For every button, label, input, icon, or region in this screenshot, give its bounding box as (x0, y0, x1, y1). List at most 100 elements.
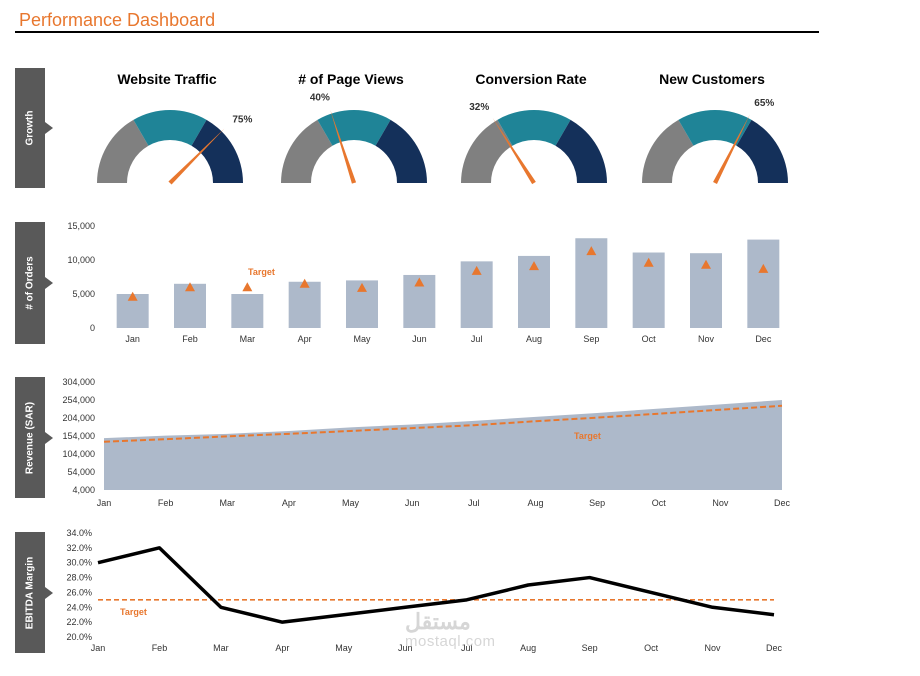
y-tick-label: 28.0% (66, 573, 92, 583)
x-tick-label: Mar (213, 643, 229, 653)
ebitda-line (97, 546, 775, 624)
ebitda-target-annotation: Target (120, 607, 147, 617)
orders-target-marker (127, 291, 138, 301)
gauge-band (736, 119, 788, 183)
x-tick-label: Apr (298, 334, 312, 344)
y-tick-label: 204,000 (62, 413, 95, 423)
orders-target-marker (758, 263, 769, 273)
orders-target-marker (185, 282, 195, 292)
y-tick-label: 5,000 (72, 289, 95, 299)
gauge-needle (168, 128, 225, 185)
gauge-band (281, 119, 333, 183)
y-tick-label: 30.0% (66, 558, 92, 568)
x-tick-label: Dec (766, 643, 783, 653)
gauge-band (317, 110, 391, 146)
gauge-band (678, 110, 752, 146)
y-tick-label: 20.0% (66, 632, 92, 642)
orders-target-marker (357, 282, 367, 292)
x-tick-label: Dec (755, 334, 772, 344)
x-tick-label: May (342, 498, 360, 508)
revenue-target-annotation: Target (574, 431, 601, 441)
x-tick-label: Aug (520, 643, 536, 653)
page-title: Performance Dashboard (19, 10, 216, 30)
gauge-needle (330, 109, 357, 184)
orders-target-marker (643, 257, 654, 267)
x-tick-label: Aug (526, 334, 542, 344)
x-tick-label: Sep (582, 643, 598, 653)
gauge-band (375, 119, 427, 183)
gauge-title: Website Traffic (117, 71, 217, 87)
y-tick-label: 304,000 (62, 377, 95, 387)
y-tick-label: 4,000 (72, 485, 95, 495)
section-tab-orders: # of Orders (15, 222, 57, 344)
y-tick-label: 34.0% (66, 528, 92, 538)
orders-target-annotation: Target (248, 267, 275, 277)
title-underline (15, 31, 819, 33)
gauge-needle (492, 117, 536, 185)
x-tick-label: Jan (97, 498, 112, 508)
x-tick-label: Oct (642, 334, 657, 344)
x-tick-label: Oct (644, 643, 659, 653)
y-tick-label: 24.0% (66, 602, 92, 612)
x-tick-label: Nov (712, 498, 729, 508)
x-tick-label: Oct (652, 498, 667, 508)
revenue-target-line (103, 404, 783, 443)
y-tick-label: 104,000 (62, 449, 95, 459)
x-tick-label: Mar (240, 334, 256, 344)
y-tick-label: 15,000 (67, 221, 95, 231)
x-tick-label: Mar (220, 498, 236, 508)
orders-target-marker (701, 259, 711, 269)
orders-bar (747, 239, 780, 328)
x-tick-label: Dec (774, 498, 791, 508)
x-tick-label: May (335, 643, 353, 653)
x-tick-label: Jul (468, 498, 480, 508)
orders-target-marker (414, 277, 425, 287)
y-tick-label: 26.0% (66, 587, 92, 597)
x-tick-label: Jun (412, 334, 427, 344)
gauge-value-label: 65% (754, 98, 774, 109)
y-tick-label: 254,000 (62, 395, 95, 405)
y-tick-label: 54,000 (67, 467, 95, 477)
gauge-band (133, 110, 207, 146)
x-tick-label: Aug (527, 498, 543, 508)
x-tick-label: Jan (125, 334, 140, 344)
gauge-value-label: 32% (469, 102, 489, 113)
orders-bar (288, 281, 321, 328)
x-tick-label: Jul (471, 334, 483, 344)
gauge-band (97, 119, 149, 183)
x-tick-label: Feb (158, 498, 174, 508)
watermark-arabic: مستقل (405, 609, 471, 634)
orders-target-marker (299, 278, 310, 288)
x-tick-label: Apr (275, 643, 289, 653)
section-tab-revenue: Revenue (SAR) (15, 377, 57, 498)
x-tick-label: Jul (461, 643, 473, 653)
y-tick-label: 154,000 (62, 431, 95, 441)
gauge-band (191, 119, 243, 183)
x-tick-label: Jun (398, 643, 413, 653)
x-tick-label: May (353, 334, 371, 344)
y-tick-label: 0 (90, 323, 95, 333)
y-tick-label: 10,000 (67, 255, 95, 265)
y-tick-label: 22.0% (66, 617, 92, 627)
gauge-band (555, 119, 607, 183)
x-tick-label: Nov (698, 334, 715, 344)
gauge-band (642, 119, 694, 183)
x-tick-label: Sep (589, 498, 605, 508)
gauge-band (497, 110, 571, 146)
gauge-needle (713, 114, 750, 184)
gauge-band (461, 119, 513, 183)
x-tick-label: Nov (705, 643, 722, 653)
revenue-area (104, 400, 782, 490)
section-tab-ebitda: EBITDA Margin (15, 532, 57, 653)
gauge-value-label: 75% (232, 115, 252, 126)
watermark-url: mostaql.com (405, 633, 496, 650)
section-tab-growth: Growth (15, 68, 57, 188)
x-tick-label: Sep (583, 334, 599, 344)
orders-bar (231, 294, 264, 328)
orders-target-marker (586, 246, 597, 256)
x-tick-label: Feb (152, 643, 168, 653)
gauge-value-label: 40% (310, 92, 330, 103)
y-tick-label: 32.0% (66, 543, 92, 553)
watermark-logo: مستقل mostaql.com (405, 609, 496, 652)
